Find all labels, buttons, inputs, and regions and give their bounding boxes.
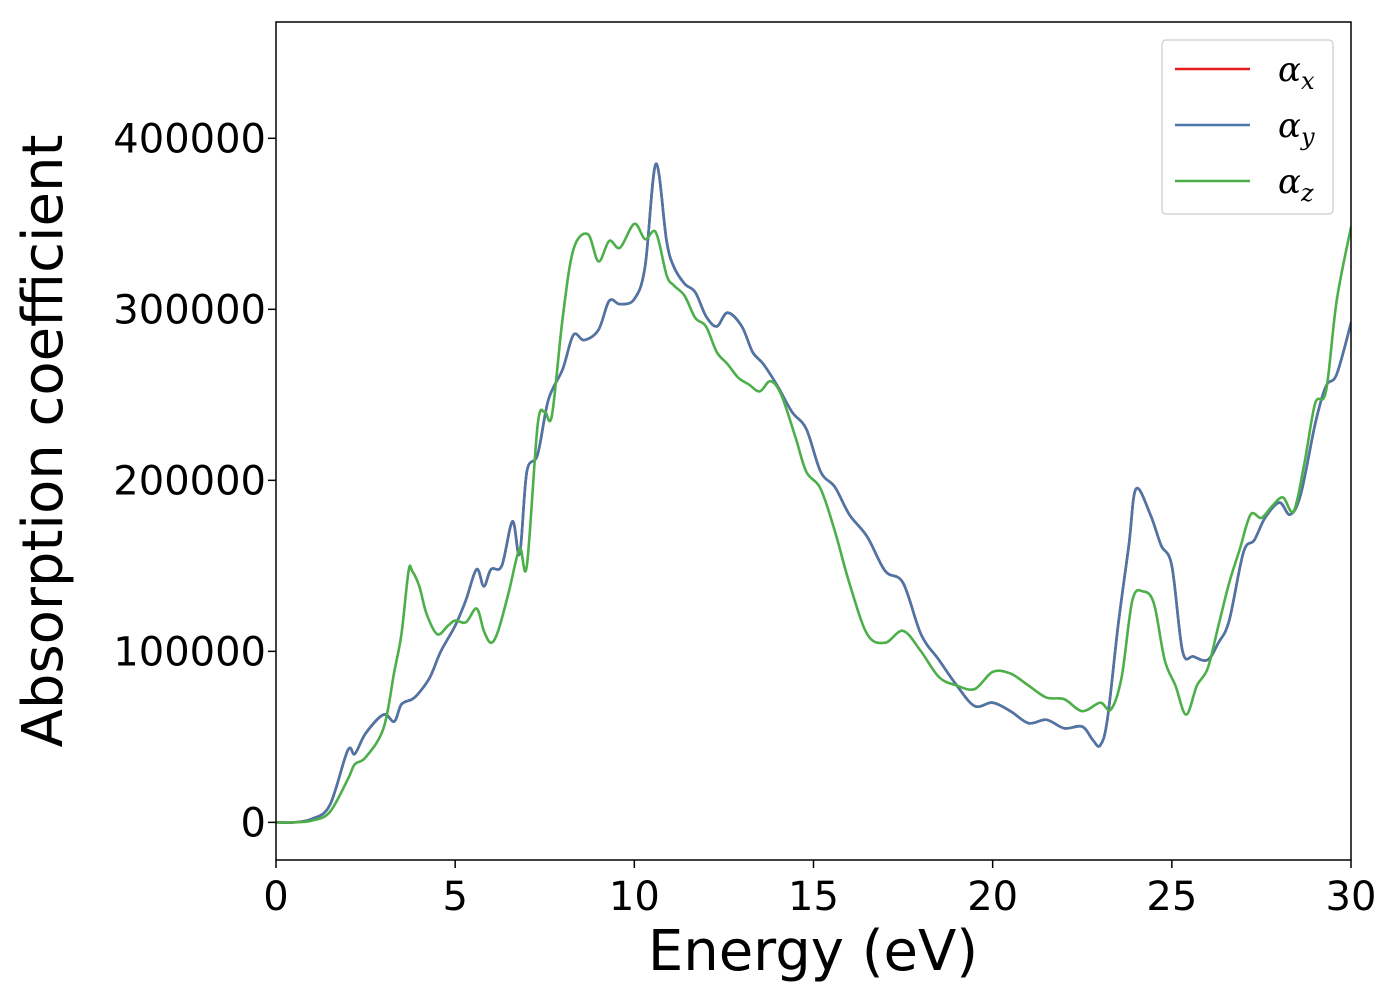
legend-label-y: αy [1278,106,1315,151]
y-tick-label: 200000 [113,458,266,504]
y-tick-label: 400000 [113,116,266,162]
x-axis: 0 5 10 15 20 25 30 [263,860,1376,920]
series-layer [276,162,1351,824]
y-axis-label: Absorption coefficient [11,135,76,748]
x-tick-label: 10 [609,874,660,920]
series-line-z [276,222,1351,824]
legend-symbol: α [1278,50,1301,90]
x-tick-label: 5 [442,874,467,920]
legend-label-x: αx [1278,50,1315,95]
x-tick-label: 20 [967,874,1018,920]
legend-symbol: α [1278,162,1301,202]
x-axis-label: Energy (eV) [648,919,978,984]
y-tick-label: 100000 [113,629,266,675]
x-tick-label: 30 [1326,874,1377,920]
legend-subscript: x [1301,67,1315,95]
x-tick-label: 25 [1146,874,1197,920]
x-tick-label: 15 [788,874,839,920]
x-tick-label: 0 [263,874,288,920]
legend-subscript: y [1300,123,1315,151]
y-tick-label: 0 [241,800,266,846]
legend-symbol: α [1278,106,1301,146]
y-axis: 0 100000 200000 300000 400000 [113,116,276,846]
series-line-y [276,162,1351,824]
y-tick-label: 300000 [113,287,266,333]
series-line-x [276,162,1351,824]
legend-label-z: αz [1278,162,1314,207]
legend-box [1161,39,1334,215]
legend-subscript: z [1300,179,1314,207]
